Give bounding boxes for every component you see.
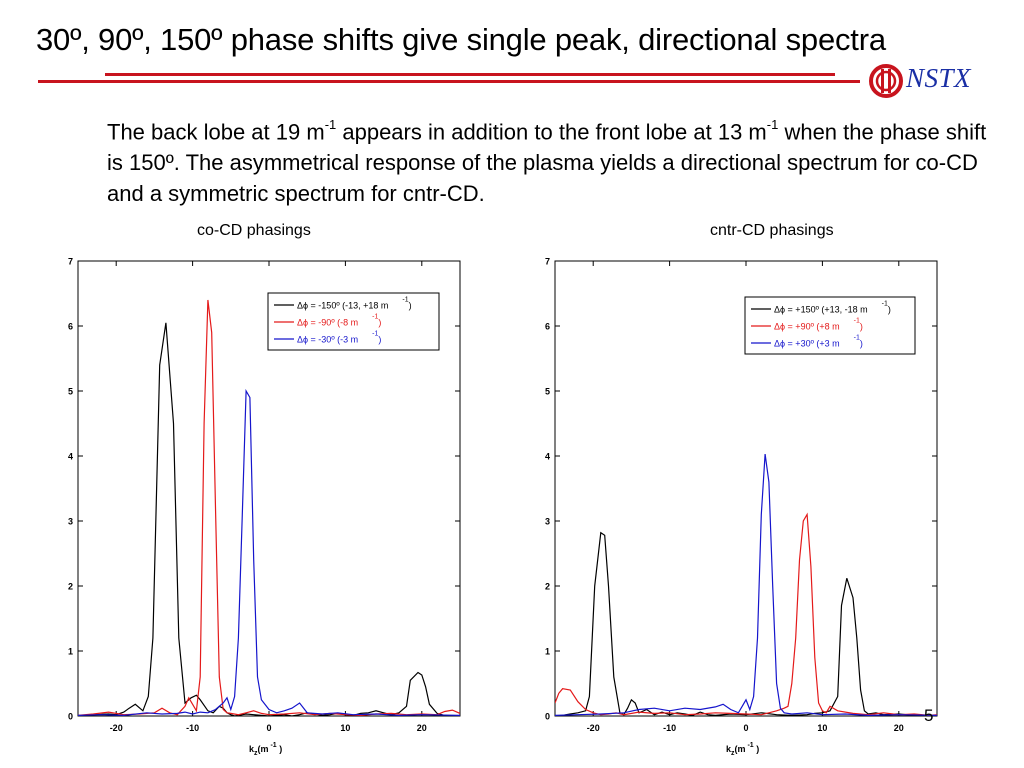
y-tick-label: 2 [68,582,73,592]
y-tick-label: 0 [545,712,550,722]
title-rule-bottom [38,80,860,83]
x-tick-label: -10 [186,723,199,733]
x-tick-label: 0 [266,723,271,733]
y-tick-label: 6 [68,322,73,332]
series-line-2 [555,454,937,716]
x-tick-label: 20 [417,723,427,733]
y-tick-label: 5 [545,387,550,397]
body-text-segment: The back lobe at 19 m [107,119,325,145]
legend-box [744,296,916,355]
y-tick-label: 4 [545,452,550,462]
series-line-0 [78,322,460,716]
series-line-0 [555,531,937,716]
x-tick-label: -20 [110,723,123,733]
legend-entry-1: Δϕ = +90º (+8 m-1) [774,318,863,332]
x-tick-label: 10 [817,723,827,733]
body-paragraph: The back lobe at 19 m-1 appears in addit… [107,111,987,209]
x-axis-label: kz(m -1 ) [249,742,282,757]
co-cd-chart: 0 1 2 3 4 5 6 7 -20 -10 0 10 20 kz(m -1 ) Δϕ = -150º (… [68,257,461,757]
y-tick-label: 7 [545,257,550,267]
y-tick-label: 0 [68,712,73,722]
logo-text: NSTX [906,63,972,93]
body-superscript: -1 [766,117,779,132]
y-tick-label: 7 [68,257,73,267]
y-tick-label: 2 [545,582,550,592]
legend-entry-1: Δϕ = -90º (-8 m-1) [297,314,381,328]
y-tick-label: 1 [545,647,550,657]
nstx-logo: NSTX [868,63,988,99]
y-tick-label: 4 [68,452,73,462]
legend-entry-0: Δϕ = +150º (+13, -18 m-1) [774,301,891,315]
chart-title-co-cd: co-CD phasings [197,222,311,239]
x-tick-label: -10 [663,723,676,733]
x-tick-label: 10 [340,723,350,733]
slide-title: 30º, 90º, 150º phase shifts give single … [36,22,886,57]
chart-title-cntr-cd: cntr-CD phasings [710,222,834,239]
y-tick-label: 3 [545,517,550,527]
y-tick-label: 6 [545,322,550,332]
x-axis-label: kz(m -1 ) [726,742,759,757]
page-number: 5 [924,706,934,725]
series-line-1 [78,299,460,716]
series-line-1 [555,512,937,716]
y-tick-label: 3 [68,517,73,527]
title-rule-top [105,73,835,76]
x-tick-label: 0 [743,723,748,733]
legend-entry-0: Δϕ = -150º (-13, +18 m-1) [297,297,412,311]
x-tick-label: 20 [894,723,904,733]
nstx-emblem-icon [869,64,903,98]
legend-entry-2: Δϕ = +30º (+3 m-1) [774,335,863,349]
legend-box [267,292,440,351]
body-superscript: -1 [324,117,337,132]
legend-entry-2: Δϕ = -30º (-3 m-1) [297,331,381,345]
y-tick-label: 1 [68,647,73,657]
body-text-segment: appears in addition to the front lobe at… [336,119,767,145]
x-tick-label: -20 [587,723,600,733]
series-line-2 [78,388,460,716]
y-tick-label: 5 [68,387,73,397]
cntr-cd-chart: 0 1 2 3 4 5 6 7 -20 -10 0 10 20 kz(m -1 ) Δϕ = +150º (… [545,257,938,757]
body-text-segment: when the phase shift is 150º. The asymme… [107,119,987,207]
